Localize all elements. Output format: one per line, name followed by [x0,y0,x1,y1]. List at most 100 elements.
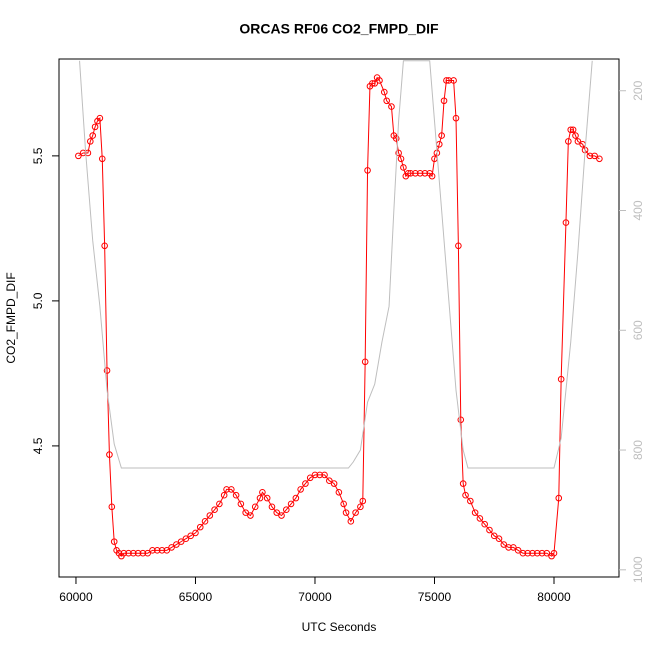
data-point [404,169,412,177]
data-point [567,126,575,134]
data-point [192,529,199,537]
x-tick-label: 70000 [298,590,332,604]
data-point [342,509,350,516]
series-line [78,76,600,557]
x-tick-label: 80000 [537,590,571,604]
data-point [380,88,388,96]
data-point [524,549,531,557]
x-axis-label: UTC Seconds [302,620,377,634]
data-point [321,471,328,479]
data-point [247,512,254,519]
data-point [510,544,517,551]
data-point [569,126,577,134]
data-point [476,515,484,522]
data-point [149,547,156,554]
data-point [471,509,479,516]
chart-title: ORCAS RF06 CO2_FMPD_DIF [239,21,439,37]
data-point [196,523,204,531]
data-point [400,164,407,171]
data-point [282,506,290,514]
data-point [505,544,512,551]
data-point [134,549,142,557]
data-point [163,547,171,554]
data-point [223,486,230,493]
data-point [96,114,104,122]
data-point [125,549,132,557]
data-point [397,155,405,163]
data-point [306,474,314,482]
data-point [91,123,99,131]
data-point [455,242,462,250]
data-point [268,503,276,511]
data-point [211,506,218,514]
data-point [259,489,266,496]
data-point [106,451,113,458]
data-point [216,500,223,508]
data-point [457,416,465,424]
data-point [490,532,498,540]
data-point [144,549,151,557]
data-point [443,77,450,84]
data-point [591,152,598,160]
x-tick-label: 75000 [418,590,452,604]
data-point [158,547,166,554]
y2-tick-label: 400 [631,200,645,220]
data-point [139,549,147,557]
data-point [395,149,402,157]
data-point [412,169,419,177]
data-point [519,549,527,557]
y-tick-label: 5.5 [31,147,45,164]
data-point [220,491,228,499]
plot-frame [58,58,620,578]
data-point [242,509,249,516]
data-point [278,512,285,519]
y-tick-label: 5.0 [31,292,45,309]
data-point [340,500,347,508]
data-point [533,549,541,557]
data-point [75,152,82,160]
data-point [407,169,414,177]
data-point [361,358,369,366]
y2-tick-label: 1000 [631,556,645,583]
data-point [550,549,558,557]
data-point [177,538,185,545]
y2-tick-label: 200 [631,80,645,100]
data-point [153,547,161,554]
data-point [557,375,565,383]
data-point [383,97,390,105]
data-point [421,169,429,177]
data-point [359,497,367,505]
data-point [392,135,400,142]
data-point [187,532,194,540]
series-line [79,60,593,469]
data-point [486,526,493,534]
data-point [388,103,395,110]
x-tick-label: 60000 [59,590,93,604]
y2-tick-label: 600 [631,320,645,340]
data-point [292,494,300,502]
data-point [237,500,245,508]
data-point [347,518,355,525]
data-point [182,535,190,543]
data-point [555,494,563,502]
data-point [371,80,379,87]
data-point [108,503,116,511]
data-point [330,480,338,487]
data-point [302,480,309,487]
data-point [311,471,319,479]
data-point [369,80,376,87]
data-point [228,486,235,493]
data-point [251,503,259,511]
data-point [110,538,118,545]
data-point [416,169,424,177]
y2-tick-label: 800 [631,440,645,460]
data-point [201,518,209,525]
data-point [316,471,324,479]
data-point [500,541,508,548]
y-axis-label: CO2_FMPD_DIF [4,272,18,363]
data-point [452,114,460,122]
data-point [538,549,546,557]
data-point [543,549,551,557]
